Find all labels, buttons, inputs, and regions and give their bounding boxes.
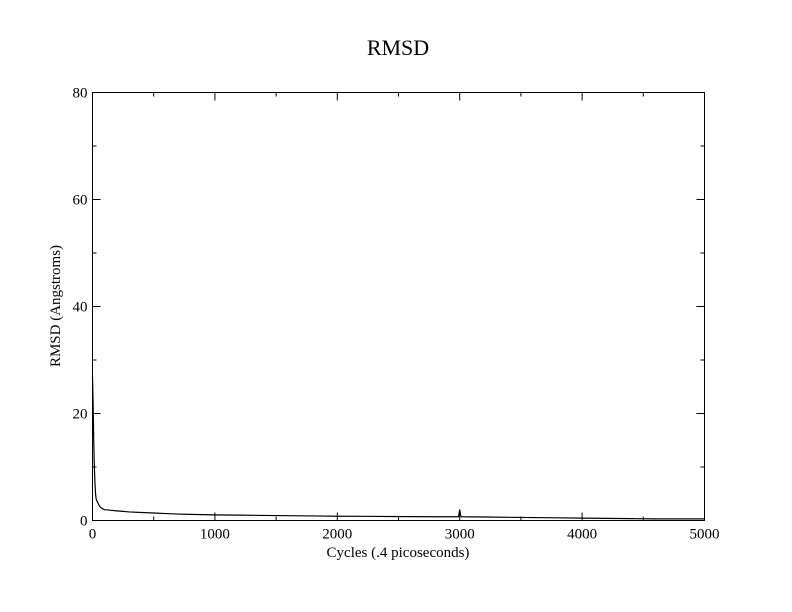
x-tick-label: 4000 <box>567 527 597 543</box>
x-axis-label: Cycles (.4 picoseconds) <box>327 545 470 561</box>
x-tick-label: 3000 <box>445 527 475 543</box>
x-tick-label: 2000 <box>322 527 352 543</box>
y-axis-label: RMSD (Angstroms) <box>48 245 64 367</box>
x-tick-label: 1000 <box>200 527 230 543</box>
x-tick-label: 0 <box>89 527 97 543</box>
y-tick-label: 60 <box>73 193 88 209</box>
y-tick-label: 40 <box>73 300 88 316</box>
x-tick-label: 5000 <box>690 527 720 543</box>
y-axis-tick-labels: 0 20 40 60 80 <box>73 86 88 530</box>
y-tick-label: 20 <box>73 407 88 423</box>
rmsd-series-line <box>91 376 705 520</box>
x-axis-tick-labels: 0 1000 2000 3000 4000 5000 <box>89 527 720 543</box>
plot-frame <box>92 92 705 521</box>
y-tick-label: 80 <box>73 86 88 102</box>
chart-title: RMSD <box>367 35 429 60</box>
x-axis-ticks <box>92 92 705 521</box>
y-axis-ticks <box>92 92 705 521</box>
y-tick-label: 0 <box>80 514 88 530</box>
